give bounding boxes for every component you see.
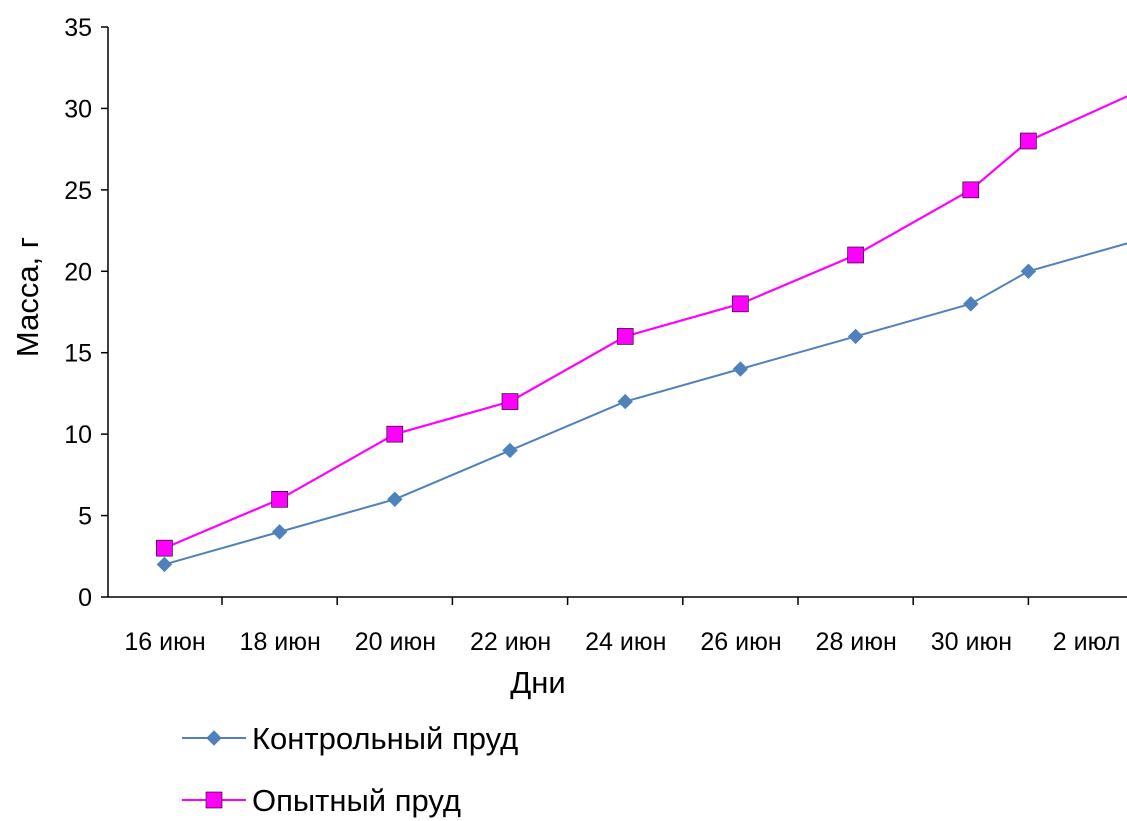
legend-item: Опытный пруд	[182, 783, 461, 818]
series-1	[156, 242, 1127, 573]
y-tick-label: 10	[64, 421, 92, 449]
square-marker	[386, 425, 404, 443]
legend-marker	[205, 791, 223, 809]
square-marker	[271, 490, 288, 508]
square-marker	[501, 393, 519, 410]
square-marker	[962, 181, 980, 199]
x-tick-label: 18 июн	[240, 628, 321, 656]
series-line	[164, 242, 1127, 566]
x-tick-label: 22 июн	[470, 628, 551, 656]
axes: 0 5 10 15 20 25 30 35 16 июн 18 июн 20 июн 22 июн 2…	[64, 14, 1127, 656]
legend: Контрольный пруд Опытный пруд	[182, 721, 518, 818]
y-tick-label: 20	[64, 258, 92, 286]
diamond-marker	[502, 442, 518, 459]
y-tick-label: 15	[64, 340, 92, 368]
square-marker	[616, 328, 634, 345]
legend-marker	[206, 730, 222, 746]
series-line	[163, 95, 1127, 550]
x-tick-label: 2 июл	[1053, 628, 1121, 656]
x-tick-label: 16 июн	[124, 628, 205, 656]
diamond-marker	[732, 361, 749, 377]
y-tick-label: 35	[64, 14, 92, 42]
x-tick-label: 20 июн	[355, 628, 436, 656]
y-ticks: 0 5 10 15 20 25 30 35	[64, 14, 108, 612]
square-marker	[156, 539, 173, 557]
diamond-marker	[387, 491, 403, 507]
diamond-marker	[847, 328, 864, 345]
diamond-marker	[271, 524, 288, 540]
square-marker	[1020, 132, 1037, 150]
y-tick-label: 5	[78, 503, 92, 531]
diamond-marker	[963, 296, 979, 312]
x-tick-label: 28 июн	[816, 628, 897, 656]
diamond-marker	[1020, 263, 1037, 279]
x-axis-title: Дни	[510, 665, 565, 700]
square-marker	[847, 246, 864, 264]
diamond-marker	[156, 556, 173, 573]
x-tick-label: 26 июн	[700, 628, 781, 656]
square-marker	[732, 295, 749, 313]
y-axis-title: Масса, г	[10, 237, 45, 357]
y-tick-label: 25	[64, 177, 92, 205]
y-tick-label: 30	[64, 95, 92, 123]
legend-item: Контрольный пруд	[182, 721, 518, 756]
series-layer	[156, 95, 1127, 573]
x-tick-label: 24 июн	[585, 628, 666, 656]
diamond-marker	[617, 393, 633, 410]
legend-label: Контрольный пруд	[252, 721, 518, 756]
y-tick-label: 0	[78, 584, 92, 612]
series-2	[156, 95, 1127, 557]
x-ticks: 16 июн 18 июн 20 июн 22 июн 24 июн 26 июн 28 и…	[124, 597, 1120, 656]
x-tick-label: 30 июн	[931, 628, 1012, 656]
legend-label: Опытный пруд	[252, 783, 461, 818]
